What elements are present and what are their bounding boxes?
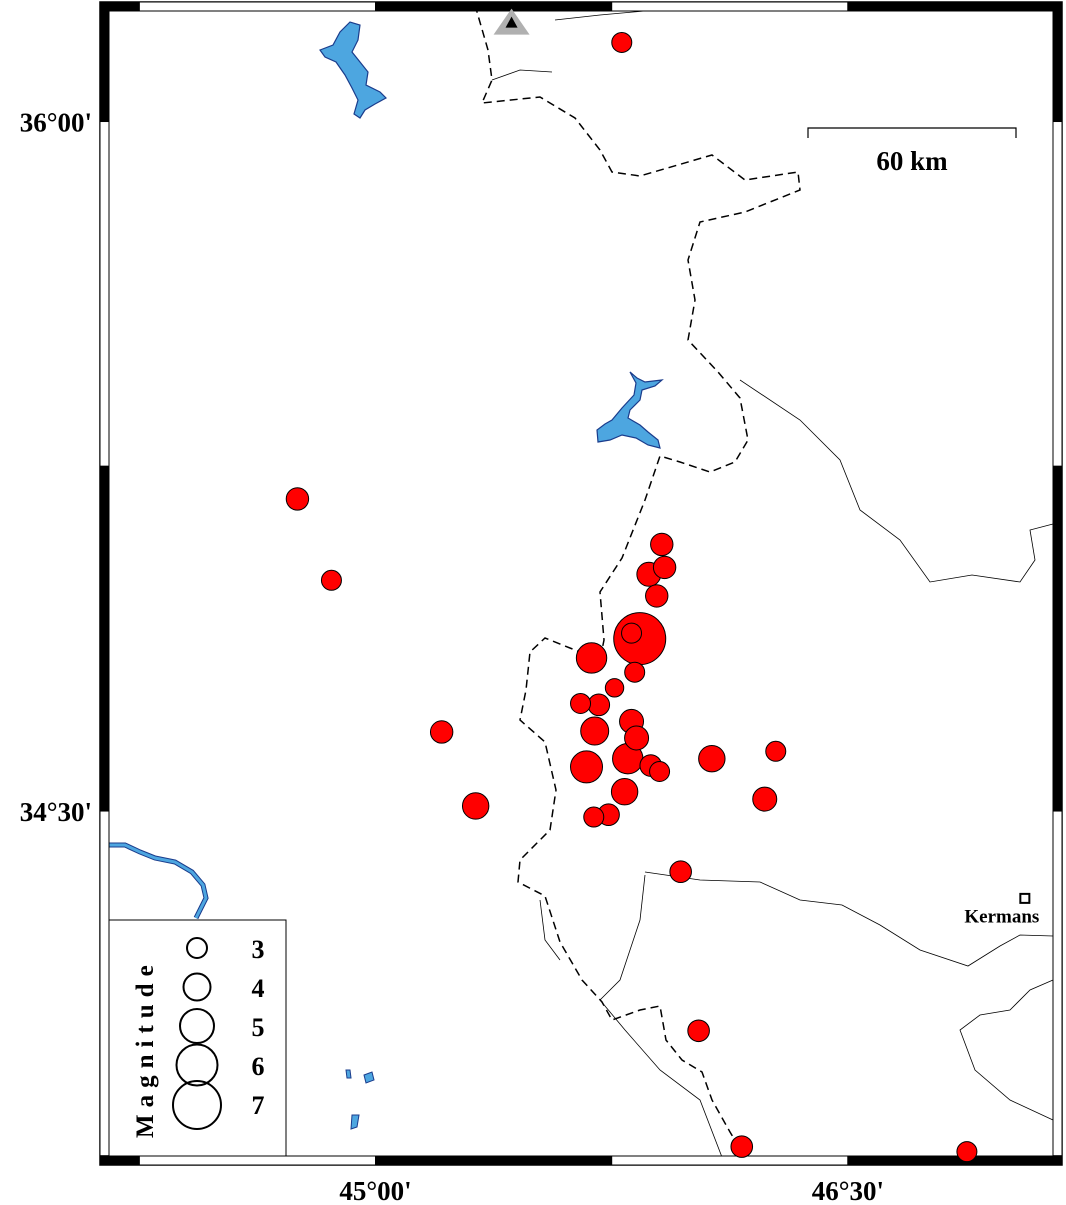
station-marker bbox=[505, 16, 518, 28]
frame-bar bbox=[1052, 121, 1063, 467]
legend-label: 6 bbox=[252, 1052, 265, 1081]
earthquake-event bbox=[429, 720, 454, 744]
earthquake-event bbox=[575, 642, 608, 674]
frame-bar bbox=[99, 1155, 110, 1166]
frame-bar bbox=[375, 1, 613, 12]
magnitude-legend: Magnitude 3 4 5 6 7 bbox=[108, 919, 287, 1157]
earthquake-event bbox=[669, 860, 692, 884]
axis-ticks: 45°00' 46°30' 36°00' 34°30' bbox=[20, 108, 884, 1205]
earthquake-event bbox=[652, 555, 677, 580]
city-layer: Kermans bbox=[964, 892, 1039, 927]
pond bbox=[363, 1071, 375, 1084]
city-marker bbox=[1019, 892, 1031, 904]
pond bbox=[345, 1069, 352, 1079]
earthquake-event bbox=[580, 716, 610, 746]
earthquake-event bbox=[649, 761, 671, 783]
earthquake-event bbox=[320, 569, 342, 591]
y-tick-label: 34°30' bbox=[20, 797, 92, 827]
frame-bar bbox=[138, 1155, 377, 1166]
frame-bar bbox=[99, 121, 110, 467]
frame-bar bbox=[611, 1155, 849, 1166]
earthquake-event bbox=[610, 778, 639, 806]
earthquake-event bbox=[687, 1019, 710, 1043]
frame-bar bbox=[138, 1, 377, 12]
earthquake-event bbox=[570, 692, 592, 714]
earthquake-event bbox=[583, 806, 605, 828]
frame-bar bbox=[847, 1, 1063, 12]
legend-circle bbox=[179, 1008, 215, 1044]
frame-bar bbox=[847, 1155, 1063, 1166]
legend-label: 5 bbox=[252, 1013, 265, 1042]
lake-central bbox=[596, 371, 664, 449]
earthquake-event bbox=[604, 678, 625, 698]
frame-bar bbox=[1052, 1, 1063, 123]
pond bbox=[350, 1114, 360, 1130]
frame-bar bbox=[99, 810, 110, 1157]
x-tick-label: 46°30' bbox=[812, 1176, 884, 1205]
frame-bar bbox=[611, 1, 849, 12]
legend-circle bbox=[175, 1043, 219, 1087]
international-border bbox=[474, 4, 801, 1166]
earthquake-event bbox=[765, 740, 787, 762]
earthquake-event bbox=[645, 584, 669, 608]
legend-label: 3 bbox=[252, 935, 265, 964]
frame-bar bbox=[99, 1, 110, 123]
earthquake-event bbox=[587, 693, 611, 717]
earthquake-event bbox=[285, 487, 310, 511]
earthquake-event bbox=[752, 786, 778, 812]
legend-label: 4 bbox=[252, 974, 265, 1003]
frame-bar bbox=[99, 465, 110, 812]
frame-bar bbox=[375, 1155, 613, 1166]
lake-north bbox=[319, 21, 387, 119]
legend-circle bbox=[182, 972, 212, 1002]
events-layer bbox=[285, 31, 978, 1163]
earthquake-event bbox=[730, 1135, 754, 1158]
legend-title: Magnitude bbox=[132, 958, 159, 1138]
stations-layer bbox=[493, 8, 530, 35]
river-southwest-fill bbox=[108, 843, 208, 919]
frame-bar bbox=[1052, 810, 1063, 1157]
earthquake-event bbox=[570, 750, 604, 784]
earthquake-event bbox=[650, 532, 674, 557]
earthquake-event bbox=[698, 744, 726, 773]
legend-circle bbox=[186, 937, 208, 959]
scale-bar-label: 60 km bbox=[876, 146, 948, 176]
city-label: Kermans bbox=[964, 906, 1039, 927]
admin-boundaries bbox=[491, 3, 1054, 1166]
earthquake-event bbox=[624, 725, 650, 751]
frame-bar bbox=[1052, 465, 1063, 812]
legend-circle bbox=[172, 1080, 222, 1130]
earthquake-event bbox=[621, 622, 643, 644]
frame-bar bbox=[1052, 1155, 1063, 1166]
x-tick-label: 45°00' bbox=[339, 1176, 411, 1205]
legend-label: 7 bbox=[252, 1091, 265, 1120]
scale-bar: 60 km bbox=[807, 127, 1017, 176]
y-tick-label: 36°00' bbox=[20, 108, 92, 138]
earthquake-event bbox=[611, 31, 633, 53]
map-frame bbox=[99, 1, 1063, 1166]
earthquake-event bbox=[624, 661, 646, 683]
earthquake-event bbox=[461, 792, 490, 820]
earthquake-event bbox=[956, 1141, 978, 1163]
